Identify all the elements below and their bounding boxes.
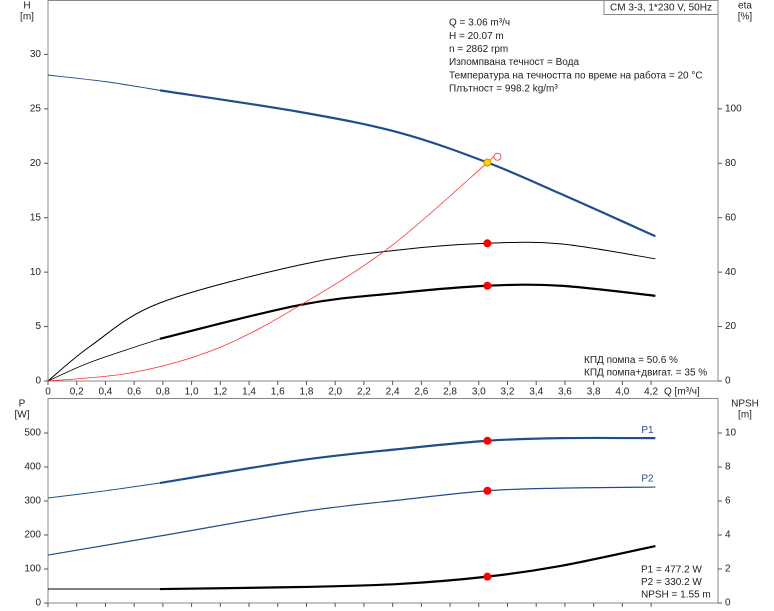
y-tick-label: 300 xyxy=(24,496,41,507)
curve xyxy=(159,436,656,485)
y-tick-label: 25 xyxy=(30,103,42,114)
y-tick-label: 0 xyxy=(35,598,41,609)
y2-axis-label: eta xyxy=(738,1,752,12)
y-tick-label: 10 xyxy=(30,267,42,278)
y-axis-label: P xyxy=(19,399,26,410)
operating-point xyxy=(483,158,492,167)
plot-frame xyxy=(47,398,719,604)
y2-tick-label: 4 xyxy=(725,530,731,541)
y2-tick-label: 10 xyxy=(725,428,737,439)
x-tick-label: 0,2 xyxy=(70,387,84,398)
operating-point xyxy=(483,436,492,445)
x-tick-label: 0,8 xyxy=(156,387,170,398)
operating-point xyxy=(493,152,502,161)
x-tick-label: 0,6 xyxy=(127,387,141,398)
y-tick-label: 500 xyxy=(24,428,41,439)
y-axis-label: H xyxy=(23,1,30,12)
y-tick-label: 15 xyxy=(30,212,42,223)
x-tick-label: 1,8 xyxy=(300,387,314,398)
curve xyxy=(159,283,656,340)
model-label: CM 3-3, 1*230 V, 50Hz xyxy=(610,3,712,14)
note-line: КПД помпа = 50.6 % xyxy=(584,355,678,366)
curve xyxy=(47,241,656,382)
x-tick-label: 4,0 xyxy=(615,387,629,398)
y2-tick-label: 8 xyxy=(725,462,731,473)
curve-label: P1 xyxy=(641,425,654,436)
y-axis-unit: [W] xyxy=(15,410,30,421)
curve xyxy=(47,74,161,91)
x-tick-label: 1,0 xyxy=(185,387,199,398)
x-tick-label: 3,8 xyxy=(587,387,601,398)
info-line: Q = 3.06 m³/ч xyxy=(449,18,510,29)
operating-point xyxy=(483,281,492,290)
y2-tick-label: 100 xyxy=(725,103,742,114)
y-tick-label: 0 xyxy=(35,376,41,387)
curve xyxy=(47,482,161,499)
y-tick-label: 100 xyxy=(24,564,41,575)
x-tick-label: 0,4 xyxy=(98,387,112,398)
info-line: n = 2862 rpm xyxy=(449,44,508,55)
plot-frame xyxy=(47,0,719,382)
operating-point xyxy=(483,239,492,248)
info-line: Изпомпвана течност = Вода xyxy=(449,57,579,68)
operating-point xyxy=(483,572,492,581)
curve xyxy=(159,544,656,591)
x-tick-label: 3,2 xyxy=(501,387,515,398)
curve xyxy=(47,338,161,382)
curve-label: P2 xyxy=(641,474,654,485)
y-tick-label: 5 xyxy=(35,321,41,332)
x-tick-label: 2,0 xyxy=(328,387,342,398)
model-box xyxy=(603,0,719,15)
x-tick-label: 3,6 xyxy=(558,387,572,398)
x-tick-label: 1,2 xyxy=(213,387,227,398)
x-tick-label: 2,4 xyxy=(386,387,400,398)
x-tick-label: 2,8 xyxy=(443,387,457,398)
curve xyxy=(159,89,656,238)
y2-tick-label: 80 xyxy=(725,158,737,169)
info-line: H = 20.07 m xyxy=(449,31,504,42)
y2-tick-label: 40 xyxy=(725,267,737,278)
y-tick-label: 30 xyxy=(30,49,42,60)
y2-tick-label: 0 xyxy=(725,598,731,609)
y2-tick-label: 0 xyxy=(725,376,731,387)
y2-axis-unit: [m] xyxy=(738,410,752,421)
y2-tick-label: 6 xyxy=(725,496,731,507)
info-line: Плътност = 998.2 kg/m³ xyxy=(449,84,558,95)
x-tick-label: 3,4 xyxy=(529,387,543,398)
operating-point xyxy=(483,486,492,495)
x-tick-label: 2,6 xyxy=(414,387,428,398)
y-axis-unit: [m] xyxy=(20,12,34,23)
x-tick-label: 2,2 xyxy=(357,387,371,398)
info-line: Температура на течността по време на раб… xyxy=(449,69,703,81)
y2-axis-unit: [%] xyxy=(738,12,753,23)
curve xyxy=(47,486,656,556)
note-line: КПД помпа+двигат. = 35 % xyxy=(584,368,707,379)
y-tick-label: 200 xyxy=(24,530,41,541)
x-tick-label: 1,4 xyxy=(242,387,256,398)
y2-tick-label: 2 xyxy=(725,564,731,575)
curve xyxy=(47,154,497,382)
note-line: P2 = 330.2 W xyxy=(641,577,702,588)
x-axis-label: Q [m³/ч] xyxy=(664,387,700,398)
x-tick-label: 1,6 xyxy=(271,387,285,398)
y2-tick-label: 20 xyxy=(725,321,737,332)
x-tick-label: 0 xyxy=(45,387,51,398)
x-tick-label: 3,0 xyxy=(472,387,486,398)
x-tick-label: 4,2 xyxy=(644,387,658,398)
y-tick-label: 20 xyxy=(30,158,42,169)
y2-axis-label: NPSH xyxy=(731,399,759,410)
note-line: P1 = 477.2 W xyxy=(641,565,702,576)
note-line: NPSH = 1.55 m xyxy=(641,590,711,601)
y-tick-label: 400 xyxy=(24,462,41,473)
y2-tick-label: 60 xyxy=(725,212,737,223)
